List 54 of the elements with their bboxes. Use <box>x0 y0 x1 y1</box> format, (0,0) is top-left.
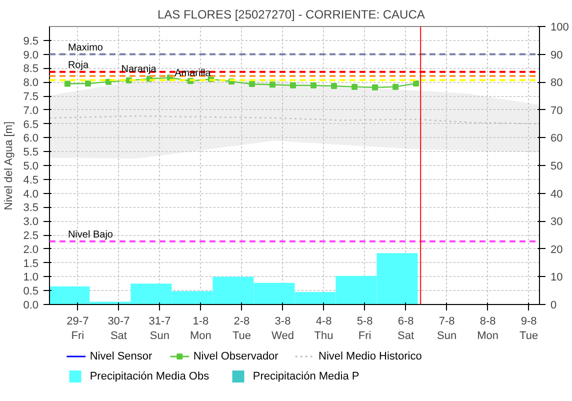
x-tick-label: 7-8 Sun <box>437 316 457 342</box>
y-tick-label: 0.0 <box>23 300 39 312</box>
ref-line-label: Nivel Bajo <box>68 229 114 240</box>
y2-tick-label: 20 <box>550 244 563 256</box>
chart-title: LAS FLORES [25027270] - CORRIENTE: CAUCA <box>157 8 425 22</box>
y2-tick-label: 30 <box>550 216 563 228</box>
y-axis-title: Nivel del Agua [m] <box>3 121 16 210</box>
x-tick-label: 3-8 Wed <box>272 316 294 342</box>
y-tick-label: 9.0 <box>23 49 39 62</box>
ref-line-label: Roja <box>68 60 89 71</box>
y-tick-label: 4.0 <box>23 188 39 200</box>
y2-tick-label: 0 <box>550 300 557 312</box>
y-tick-label: 1.5 <box>23 258 39 270</box>
y2-tick-label: 70 <box>550 104 563 117</box>
ref-line-label: Amarilla <box>174 68 212 80</box>
legend-label: Precipitación Media P <box>252 370 360 382</box>
y-tick-label: 2.5 <box>23 230 39 242</box>
y2-tick-label: 10 <box>550 272 563 284</box>
y-tick-label: 6.5 <box>23 118 39 131</box>
x-tick-label: 31-7 Sun <box>148 316 171 342</box>
y-tick-label: 8.0 <box>23 77 39 90</box>
x-tick-label: 8-8 Mon <box>477 316 499 342</box>
legend-label: Precipitación Media Obs <box>90 370 210 382</box>
y2-tick-label: 50 <box>550 160 563 172</box>
y-tick-label: 9.5 <box>23 35 39 48</box>
legend-label: Nivel Observador <box>193 350 279 362</box>
legend-label: Nivel Medio Historico <box>318 350 422 362</box>
y-tick-label: 0.5 <box>23 286 39 298</box>
y-tick-label: 2.0 <box>23 244 39 256</box>
y-tick-label: 7.5 <box>23 91 39 103</box>
y-tick-label: 3.0 <box>23 216 39 228</box>
y-tick-label: 3.5 <box>23 202 39 214</box>
y-tick-label: 4.5 <box>23 174 39 186</box>
ref-line-label: Maximo <box>68 42 104 54</box>
y2-tick-label: 60 <box>550 132 563 145</box>
x-tick-label: 1-8 Mon <box>190 316 212 342</box>
x-tick-label: 30-7 Sat <box>108 316 130 342</box>
y-tick-label: 1.0 <box>23 272 39 284</box>
x-tick-label: 9-8 Tue <box>520 316 538 342</box>
y-tick-label: 5.0 <box>23 160 39 172</box>
legend-label: Nivel Sensor <box>90 350 153 362</box>
y2-tick-label: 80 <box>550 77 563 90</box>
y-tick-label: 8.5 <box>23 63 39 76</box>
y2-tick-label: 100 <box>550 22 569 34</box>
y-tick-label: 6.0 <box>23 132 39 145</box>
x-tick-label: 29-7 Fri <box>66 316 89 342</box>
x-tick-label: 4-8 Thu <box>314 316 334 342</box>
y-tick-label: 5.5 <box>23 146 39 159</box>
x-tick-label: 5-8 Fri <box>356 316 373 342</box>
y2-tick-label: 90 <box>550 49 563 62</box>
y2-tick-label: 40 <box>550 188 563 200</box>
x-tick-label: 6-8 Sat <box>398 316 414 342</box>
x-tick-label: 2-8 Tue <box>232 316 252 342</box>
y-tick-label: 7.0 <box>23 104 39 117</box>
